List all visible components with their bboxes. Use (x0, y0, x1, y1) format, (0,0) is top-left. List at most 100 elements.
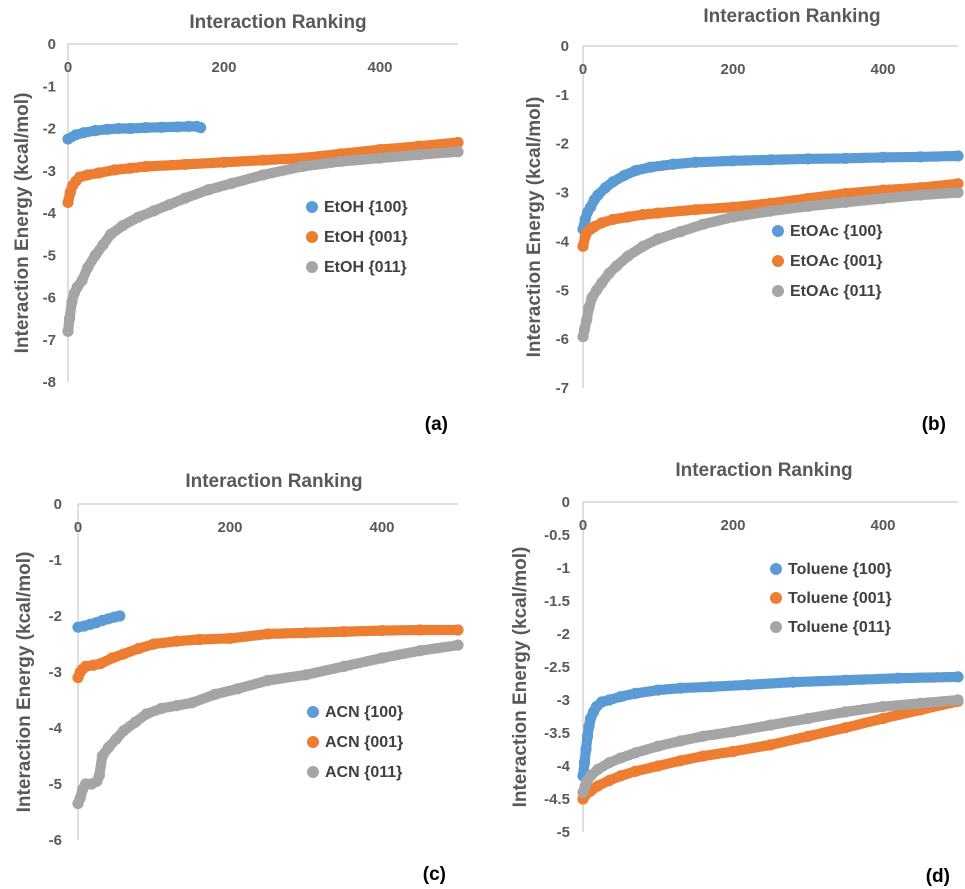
data-point (614, 752, 627, 764)
data-point (877, 192, 889, 205)
data-point (596, 277, 608, 289)
data-point (140, 708, 152, 720)
data-point (802, 200, 814, 212)
data-point (603, 774, 615, 787)
data-point (742, 679, 754, 691)
x-tick-label: 200 (720, 517, 745, 534)
data-point (338, 626, 350, 638)
data-point (892, 672, 904, 684)
data-point (262, 674, 274, 687)
data-point (296, 152, 308, 164)
data-point (581, 314, 593, 326)
data-point (218, 156, 230, 168)
data-point (629, 765, 642, 777)
x-tick-label: 400 (367, 59, 392, 76)
data-point (674, 735, 687, 747)
data-point (132, 211, 144, 223)
legend-entry: EtOH {001} (324, 229, 408, 246)
y-tick-label: 0 (48, 36, 56, 53)
data-point (257, 154, 269, 166)
data-point (89, 249, 101, 261)
y-tick-label: -3 (556, 185, 569, 202)
data-point (697, 730, 709, 742)
data-point (764, 739, 777, 751)
series-3 (577, 186, 964, 343)
y-tick-label: -0.5 (544, 527, 570, 544)
y-axis-label: Interaction Energy (kcal/mol) (510, 547, 531, 808)
data-point (584, 770, 597, 782)
data-point (97, 239, 109, 251)
data-point (764, 154, 777, 166)
series-3 (62, 146, 464, 337)
legend-marker (307, 706, 319, 718)
data-point (163, 198, 175, 211)
y-tick-label: -2 (556, 136, 569, 153)
y-tick-label: -4 (557, 758, 571, 775)
legend-marker (770, 563, 782, 575)
data-point (232, 683, 244, 695)
series-2 (72, 624, 464, 684)
data-point (607, 213, 619, 226)
data-point (877, 701, 889, 713)
y-tick-label: -3 (43, 163, 56, 180)
data-point (914, 189, 927, 201)
panel-label: (b) (922, 414, 946, 435)
data-point (802, 730, 814, 742)
data-point (952, 178, 964, 190)
x-tick-label: 400 (870, 61, 895, 78)
data-point (629, 747, 642, 759)
chart-title: Interaction Ranking (703, 6, 880, 27)
y-axis-label: Interaction Energy (kcal/mol) (12, 93, 33, 354)
legend-entry: Toluene {001} (788, 590, 892, 607)
data-point (839, 196, 852, 208)
data-point (63, 313, 76, 325)
data-point (452, 146, 464, 158)
data-point (62, 325, 74, 337)
data-point (171, 121, 183, 133)
chart-panel-4: Interaction Ranking Interaction Energy (k… (510, 460, 964, 887)
y-tick-label: 0 (561, 38, 569, 55)
series-1 (577, 150, 964, 235)
data-point (652, 207, 664, 219)
legend-entry: EtOAc {011} (790, 283, 882, 300)
series-1 (72, 610, 126, 633)
data-point (113, 122, 125, 135)
data-point (637, 240, 649, 252)
data-point (727, 201, 739, 213)
x-tick-label: 200 (217, 519, 242, 536)
data-point (614, 691, 627, 703)
y-tick-label: -1.5 (544, 593, 570, 610)
data-point (66, 296, 78, 308)
data-point (603, 267, 615, 279)
data-point (183, 120, 195, 132)
data-point (577, 240, 589, 252)
y-tick-label: -5 (49, 776, 62, 793)
legend-entry: EtOH {011} (324, 259, 407, 276)
data-point (578, 323, 591, 335)
data-point (764, 205, 777, 217)
y-tick-label: -3 (557, 692, 570, 709)
data-point (697, 218, 709, 230)
y-tick-label: -5 (557, 824, 570, 841)
data-point (580, 743, 592, 756)
data-point (257, 169, 269, 181)
data-point (335, 155, 347, 168)
data-point (96, 750, 108, 762)
series-3 (72, 639, 464, 810)
data-point (952, 150, 964, 162)
data-point (129, 716, 141, 729)
y-axis-label: Interaction Energy (kcal/mol) (14, 552, 35, 813)
data-point (156, 121, 168, 133)
data-point (667, 158, 679, 170)
x-tick-label: 0 (74, 519, 82, 536)
data-point (652, 233, 664, 245)
data-point (101, 123, 113, 135)
data-point (592, 780, 604, 792)
legend-entry: ACN {011} (325, 764, 402, 781)
data-point (374, 152, 386, 164)
data-point (452, 624, 464, 636)
data-point (697, 750, 709, 762)
y-tick-label: -1 (49, 552, 62, 569)
data-point (202, 184, 214, 196)
data-point (74, 792, 86, 804)
